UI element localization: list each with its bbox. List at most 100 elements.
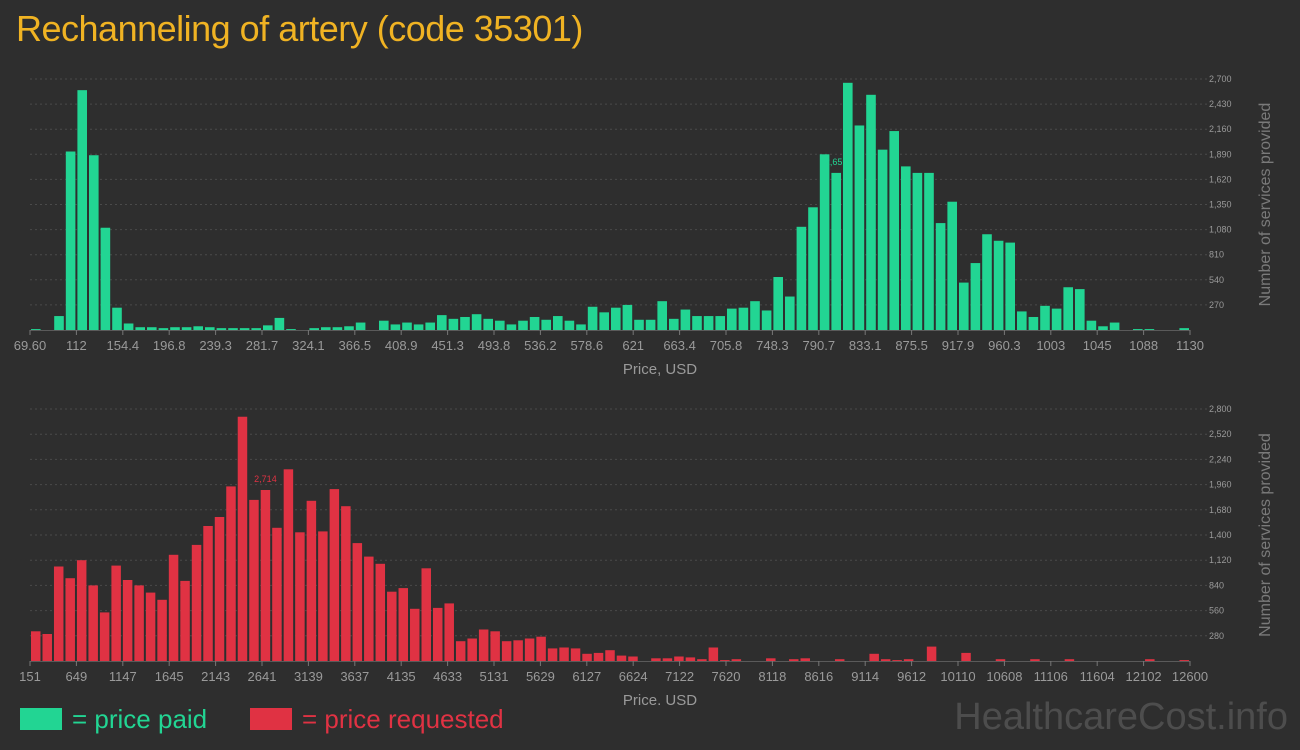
requested-bar — [318, 531, 328, 661]
paid-bar — [135, 327, 145, 330]
requested-bar — [226, 486, 236, 661]
paid-x-tick-label: 1088 — [1129, 338, 1158, 353]
paid-x-tick-label: 69.60 — [14, 338, 47, 353]
requested-bar — [306, 500, 317, 661]
paid-bar — [901, 166, 911, 330]
requested-bar — [708, 647, 719, 661]
requested-bar — [99, 612, 110, 661]
paid-bar — [692, 316, 702, 330]
paid-bar — [738, 307, 749, 330]
paid-bar — [970, 263, 981, 330]
requested-bar — [432, 607, 443, 661]
paid-bar — [947, 201, 957, 330]
requested-bar — [697, 659, 707, 661]
requested-bar — [995, 659, 1006, 661]
paid-bar — [761, 310, 772, 330]
requested-y-tick-label: 560 — [1209, 606, 1224, 616]
requested-bar — [593, 652, 604, 661]
paid-bar — [193, 326, 203, 330]
requested-bar — [559, 647, 569, 661]
paid-x-tick-label: 1130 — [1176, 338, 1204, 353]
paid-bar — [529, 316, 540, 330]
requested-bar — [501, 641, 512, 661]
paid-bar — [819, 154, 830, 330]
requested-bar — [674, 656, 684, 661]
requested-bar — [869, 653, 879, 661]
requested-x-tick-label: 12600 — [1172, 669, 1208, 684]
paid-y-tick-label: 2,160 — [1209, 124, 1232, 134]
paid-y-tick-label: 1,620 — [1209, 174, 1232, 184]
requested-x-tick-label: 5629 — [526, 669, 555, 684]
paid-bar — [471, 314, 482, 330]
paid-x-tick-label: 493.8 — [478, 338, 511, 353]
paid-x-tick-label: 917.9 — [942, 338, 975, 353]
price-requested-legend-label: = price requested — [302, 703, 504, 734]
paid-bar — [147, 327, 157, 330]
requested-bar — [134, 585, 144, 661]
paid-bar — [773, 277, 783, 330]
paid-bar — [1017, 311, 1027, 330]
paid-bar — [518, 320, 528, 330]
paid-x-tick-label: 196.8 — [153, 338, 186, 353]
requested-bar — [387, 591, 397, 661]
paid-x-tick-label: 833.1 — [849, 338, 882, 353]
paid-bar — [622, 304, 633, 330]
paid-bar — [31, 329, 41, 330]
paid-bar — [680, 309, 691, 330]
requested-bar — [478, 629, 489, 661]
requested-y-tick-label: 1,680 — [1209, 505, 1232, 515]
paid-bar — [553, 316, 563, 330]
paid-y-tick-label: 810 — [1209, 250, 1224, 260]
requested-x-tick-label: 1147 — [109, 669, 137, 684]
paid-bar — [483, 318, 493, 330]
requested-bar — [628, 656, 638, 661]
paid-bar — [796, 226, 807, 330]
paid-peak-label: 2,659 — [825, 157, 848, 167]
paid-x-tick-label: 621 — [622, 338, 644, 353]
paid-bar — [1028, 316, 1039, 330]
paid-bar — [112, 307, 122, 330]
paid-bar — [1075, 289, 1085, 330]
requested-bar — [1064, 659, 1075, 661]
requested-bar — [272, 527, 282, 661]
requested-bar — [789, 659, 799, 661]
requested-bar — [122, 580, 133, 661]
requested-bar — [731, 659, 742, 661]
requested-x-tick-label: 5131 — [480, 669, 509, 684]
requested-bar — [341, 506, 351, 661]
requested-bar — [524, 638, 535, 661]
requested-bar — [237, 416, 248, 661]
paid-bar — [413, 324, 424, 330]
paid-x-tick-label: 875.5 — [895, 338, 928, 353]
site-watermark: HealthcareCost.info — [954, 696, 1288, 738]
requested-bar — [375, 563, 386, 661]
requested-x-tick-label: 9612 — [897, 669, 926, 684]
paid-x-tick-label: 239.3 — [199, 338, 232, 353]
paid-x-tick-label: 748.3 — [756, 338, 789, 353]
requested-y-tick-label: 2,800 — [1209, 404, 1232, 414]
paid-y-tick-label: 2,430 — [1209, 99, 1232, 109]
requested-bar — [892, 660, 902, 661]
paid-y-tick-label: 2,700 — [1209, 74, 1232, 84]
requested-bar — [444, 603, 454, 661]
paid-bar — [1098, 326, 1108, 330]
requested-x-tick-label: 3637 — [340, 669, 369, 684]
paid-bar — [993, 240, 1004, 330]
requested-y-tick-label: 2,240 — [1209, 454, 1232, 464]
requested-bar — [467, 638, 477, 661]
requested-x-tick-label: 7122 — [665, 669, 694, 684]
paid-bar — [727, 308, 737, 330]
requested-x-tick-label: 2641 — [248, 669, 277, 684]
price-paid-swatch — [20, 708, 62, 730]
paid-bar — [808, 207, 818, 330]
paid-y-tick-label: 1,080 — [1209, 225, 1232, 235]
paid-bar — [100, 227, 111, 330]
paid-bar — [89, 155, 99, 330]
requested-bar — [65, 578, 75, 661]
requested-bar — [582, 653, 592, 661]
paid-bar — [205, 327, 215, 330]
paid-x-tick-label: 705.8 — [710, 338, 743, 353]
requested-y-tick-label: 840 — [1209, 580, 1224, 590]
paid-bar — [634, 319, 644, 330]
paid-x-tick-label: 112 — [66, 338, 87, 353]
